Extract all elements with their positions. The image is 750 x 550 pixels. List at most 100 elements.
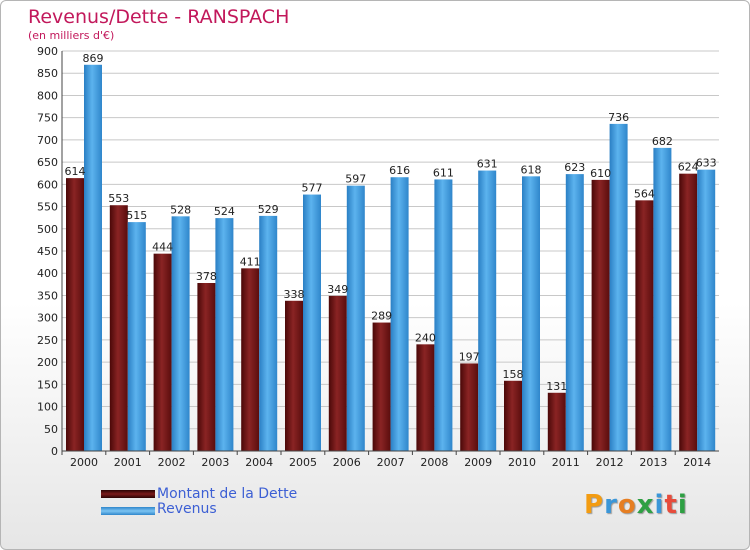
x-tick-label: 2014	[683, 456, 711, 469]
bar-dette	[635, 200, 654, 451]
bar-revenus	[259, 215, 278, 451]
x-tick-label: 2010	[508, 456, 536, 469]
bar-revenus	[522, 176, 540, 452]
bar-dette	[504, 380, 522, 451]
value-label-revenus: 633	[696, 157, 717, 170]
y-tick-label: 750	[37, 112, 58, 125]
value-label-dette: 197	[459, 350, 480, 363]
x-tick-label: 2012	[596, 456, 624, 469]
bar-dette	[591, 179, 610, 451]
x-tick-label: 2004	[245, 456, 273, 469]
bar-dette	[66, 178, 84, 451]
bar-dette	[460, 363, 479, 451]
proxiti-logo: Proxiti	[584, 490, 688, 520]
x-tick-label: 2013	[639, 456, 667, 469]
bar-dette	[153, 253, 172, 451]
value-label-dette: 158	[503, 368, 524, 381]
value-label-revenus: 577	[302, 182, 323, 195]
bar-revenus	[84, 64, 102, 452]
bar-revenus	[346, 185, 365, 451]
bar-revenus	[565, 174, 584, 451]
x-tick-label: 2000	[70, 456, 98, 469]
y-tick-label: 850	[37, 67, 58, 80]
x-tick-label: 2011	[552, 456, 580, 469]
legend-swatch-dette	[101, 490, 155, 498]
value-label-dette: 338	[284, 288, 305, 301]
legend-label-dette: Montant de la Dette	[157, 486, 298, 502]
y-tick-label: 100	[37, 401, 58, 414]
y-tick-label: 900	[37, 45, 58, 58]
value-label-revenus: 618	[521, 163, 542, 176]
bar-dette	[241, 268, 260, 451]
y-tick-label: 600	[37, 178, 58, 191]
bars	[66, 64, 716, 452]
bar-dette	[109, 205, 128, 451]
legend-swatch-revenus	[101, 507, 155, 515]
y-tick-label: 0	[51, 445, 58, 458]
legend-label-revenus: Revenus	[157, 501, 217, 517]
value-label-dette: 553	[108, 192, 129, 205]
y-tick-label: 50	[44, 423, 58, 436]
value-label-dette: 610	[590, 167, 611, 180]
value-label-revenus: 528	[170, 203, 191, 216]
x-tick-label: 2006	[333, 456, 361, 469]
y-tick-label: 400	[37, 267, 58, 280]
x-tick-label: 2007	[377, 456, 405, 469]
y-tick-label: 200	[37, 356, 58, 369]
chart-title: Revenus/Dette - RANSPACH	[28, 6, 290, 28]
value-label-dette: 349	[327, 283, 348, 296]
y-tick-label: 150	[37, 378, 58, 391]
value-label-revenus: 631	[477, 158, 498, 171]
bar-revenus	[434, 179, 453, 451]
value-label-revenus: 611	[433, 166, 454, 179]
bar-revenus	[653, 147, 672, 451]
value-label-dette: 378	[196, 270, 217, 283]
bar-dette	[197, 283, 216, 451]
y-tick-label: 450	[37, 245, 58, 258]
value-label-revenus: 736	[608, 111, 629, 124]
bar-dette	[372, 322, 391, 451]
bar-revenus	[390, 177, 409, 451]
x-tick-label: 2003	[201, 456, 229, 469]
value-label-revenus: 515	[126, 209, 147, 222]
value-label-dette: 444	[152, 241, 173, 254]
chart-subtitle: (en milliers d'€)	[28, 29, 115, 42]
value-label-revenus: 682	[652, 135, 673, 148]
x-tick-label: 2005	[289, 456, 317, 469]
value-label-dette: 131	[546, 380, 567, 393]
y-tick-label: 800	[37, 89, 58, 102]
value-label-revenus: 524	[214, 205, 235, 218]
value-label-dette: 614	[65, 165, 86, 178]
value-labels: 614 869 553 515 444 528 378 524 411 529 338 577 349 5…	[65, 52, 717, 393]
y-tick-label: 250	[37, 334, 58, 347]
y-tick-label: 350	[37, 289, 58, 302]
bar-revenus	[478, 170, 497, 452]
value-label-revenus: 597	[345, 173, 366, 186]
y-tick-label: 650	[37, 156, 58, 169]
x-tick-label: 2002	[158, 456, 186, 469]
x-tick-label: 2008	[420, 456, 448, 469]
value-label-dette: 289	[371, 310, 392, 323]
bar-dette	[679, 173, 698, 451]
bar-dette	[547, 392, 566, 451]
y-tick-label: 700	[37, 134, 58, 147]
bar-revenus	[609, 123, 628, 451]
bar-dette	[328, 295, 347, 451]
bar-revenus	[215, 218, 234, 451]
bar-revenus	[171, 216, 190, 451]
value-label-revenus: 623	[564, 161, 585, 174]
value-label-revenus: 529	[258, 203, 279, 216]
bar-revenus	[303, 194, 321, 452]
x-tick-label: 2001	[114, 456, 142, 469]
bar-dette	[285, 300, 303, 451]
value-label-dette: 411	[240, 255, 261, 268]
x-axis: 2000 2001 2002 2003 2004 2005 2006 2007 2008 2009…	[61, 450, 719, 469]
bar-revenus	[127, 222, 146, 451]
y-tick-label: 500	[37, 223, 58, 236]
value-label-dette: 240	[415, 331, 436, 344]
y-tick-label: 300	[37, 312, 58, 325]
x-tick-label: 2009	[464, 456, 492, 469]
y-tick-label: 550	[37, 201, 58, 214]
